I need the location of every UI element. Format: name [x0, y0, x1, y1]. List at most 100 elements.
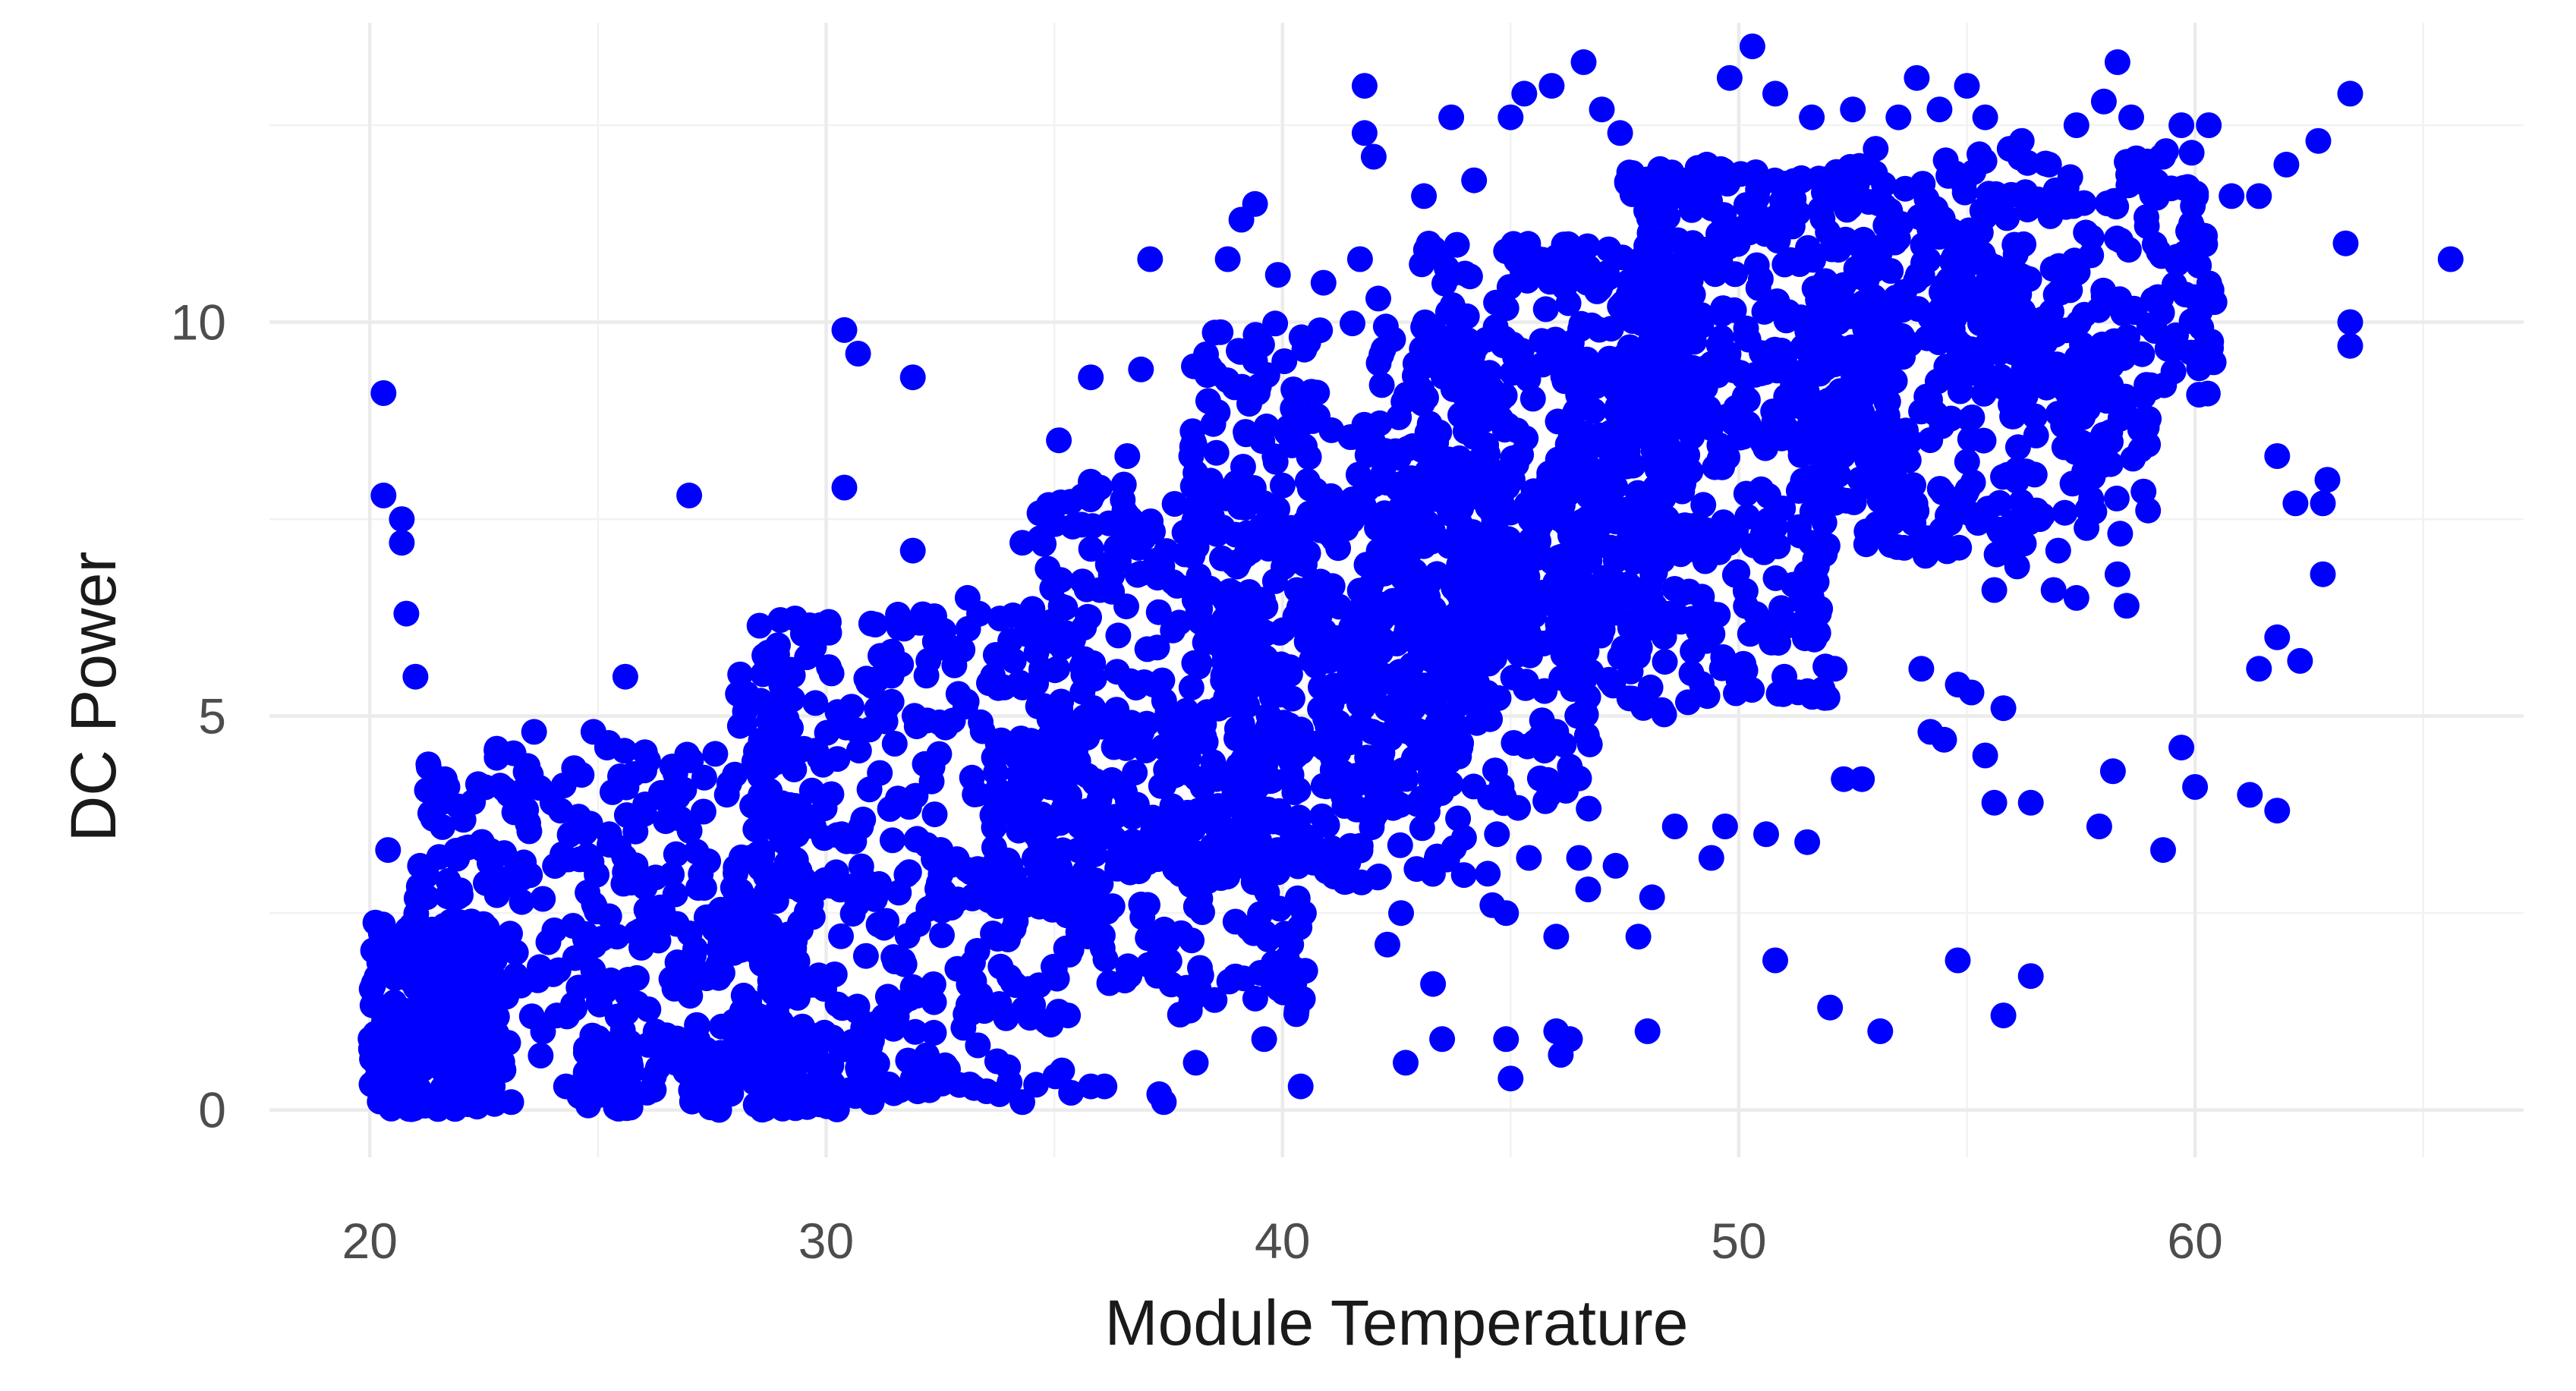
data-point	[1201, 319, 1228, 346]
data-point	[858, 1089, 885, 1116]
data-point	[2237, 782, 2263, 808]
data-points	[357, 33, 2464, 1123]
data-point	[1970, 241, 1996, 267]
data-point	[415, 751, 442, 778]
data-point	[899, 537, 926, 564]
data-point	[1603, 508, 1630, 535]
data-point	[1853, 267, 1880, 294]
data-point	[1270, 617, 1296, 644]
data-point	[1288, 738, 1315, 765]
data-point	[1114, 443, 1141, 469]
data-point	[560, 913, 587, 939]
data-point	[641, 1077, 667, 1103]
data-point	[1910, 171, 1936, 197]
data-point	[706, 965, 732, 991]
data-point	[2005, 523, 2032, 549]
data-point	[1814, 684, 1841, 711]
data-point	[1734, 503, 1761, 530]
data-point	[2057, 164, 2083, 190]
data-point	[412, 983, 439, 1010]
data-point	[1321, 637, 1347, 663]
data-point	[2145, 284, 2171, 310]
data-point	[769, 790, 795, 817]
data-point	[1451, 485, 1478, 511]
data-point	[1340, 310, 1365, 337]
data-point	[2134, 212, 2160, 239]
data-point	[1840, 96, 1866, 123]
data-point	[1065, 919, 1091, 946]
data-point	[1759, 629, 1785, 656]
data-point	[1145, 565, 1171, 591]
data-point	[1620, 308, 1646, 334]
data-point	[553, 1073, 579, 1100]
data-point	[1909, 262, 1935, 288]
data-point	[620, 761, 647, 787]
data-point	[926, 741, 953, 767]
data-point	[1497, 1065, 1524, 1092]
data-point	[1438, 771, 1464, 797]
data-point	[2045, 537, 2071, 564]
data-point	[1178, 443, 1205, 469]
data-point	[1929, 479, 1956, 505]
data-point	[2264, 798, 2291, 824]
data-point	[502, 962, 529, 989]
data-point	[1970, 380, 1997, 407]
data-point	[877, 796, 903, 822]
data-point	[1795, 579, 1822, 605]
data-point	[2115, 172, 2142, 199]
data-point	[624, 990, 650, 1017]
data-point	[1784, 382, 1810, 408]
data-point	[1811, 471, 1838, 497]
data-point	[1553, 473, 1579, 499]
data-point	[1582, 458, 1609, 484]
data-point	[1242, 322, 1269, 348]
data-point	[1403, 856, 1430, 883]
data-point	[1494, 474, 1520, 500]
data-point	[496, 781, 522, 807]
data-point	[366, 1071, 392, 1097]
data-point	[723, 881, 749, 908]
data-point	[987, 606, 1013, 631]
data-point	[1416, 569, 1442, 596]
data-point	[2129, 407, 2156, 433]
data-point	[984, 1048, 1010, 1075]
data-point	[1947, 368, 1973, 395]
data-point	[793, 968, 820, 995]
data-point	[1242, 348, 1268, 374]
data-point	[1864, 436, 1891, 463]
data-point	[904, 826, 931, 852]
data-point	[1586, 275, 1613, 302]
data-point	[1296, 475, 1323, 502]
data-point	[1567, 626, 1594, 653]
data-point	[2282, 490, 2309, 517]
data-point	[1797, 439, 1823, 465]
data-point	[1042, 511, 1069, 537]
data-point	[1052, 594, 1079, 621]
data-point	[1945, 231, 1971, 258]
data-point	[1493, 1026, 1519, 1053]
data-point	[1584, 477, 1611, 503]
data-point	[1262, 310, 1289, 337]
data-point	[1214, 691, 1240, 718]
data-point	[2008, 127, 2035, 154]
data-point	[1674, 537, 1701, 563]
data-point	[498, 1089, 524, 1116]
data-point	[1680, 638, 1706, 664]
data-point	[831, 316, 858, 343]
data-point	[414, 884, 440, 911]
data-point	[793, 898, 820, 925]
data-point	[1380, 795, 1406, 821]
data-point	[1561, 522, 1588, 549]
data-point	[433, 1092, 459, 1119]
data-point	[1087, 474, 1113, 501]
data-point	[1693, 151, 1720, 178]
data-point	[1661, 576, 1688, 602]
data-point	[1722, 261, 1749, 288]
data-point	[1885, 104, 1912, 131]
data-point	[1511, 80, 1538, 107]
data-point	[676, 482, 703, 508]
data-point	[1281, 547, 1308, 573]
data-point	[1153, 538, 1179, 565]
data-point	[1351, 411, 1378, 438]
data-point	[471, 911, 496, 937]
